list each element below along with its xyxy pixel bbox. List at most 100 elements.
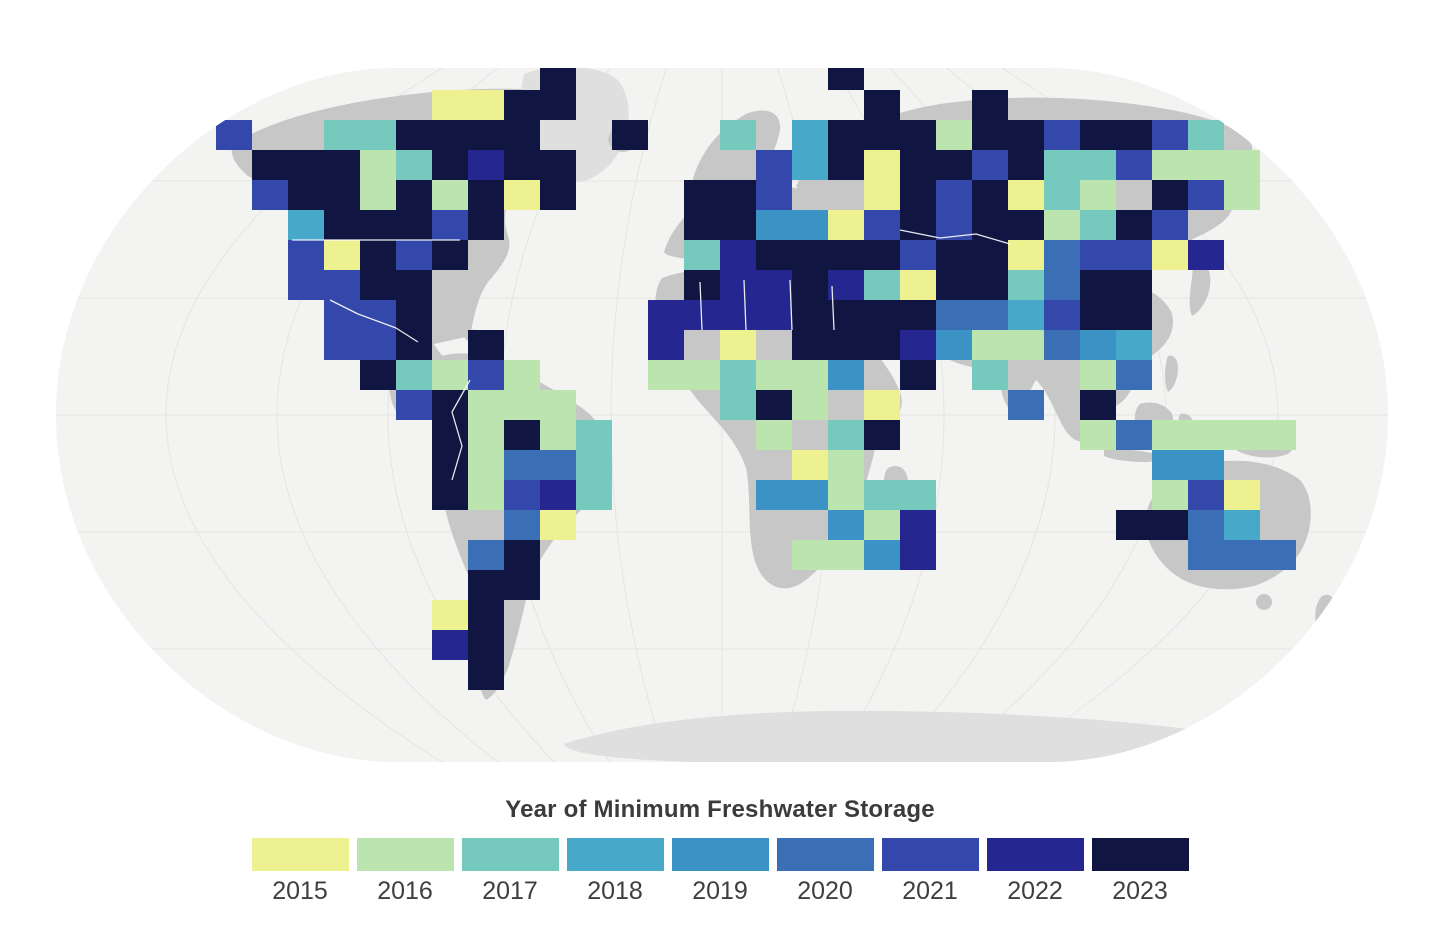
grid-cell — [288, 150, 324, 180]
grid-cell — [288, 240, 324, 270]
grid-cell — [972, 330, 1008, 360]
grid-cell — [432, 360, 468, 390]
grid-cell — [540, 450, 576, 480]
grid-cell — [504, 510, 540, 540]
grid-cell — [972, 150, 1008, 180]
grid-cell — [792, 360, 828, 390]
grid-cell — [1152, 450, 1188, 480]
grid-cell — [936, 300, 972, 330]
grid-cell — [396, 300, 432, 330]
grid-cell — [864, 420, 900, 450]
grid-cell — [1188, 150, 1224, 180]
grid-cell — [864, 90, 900, 120]
grid-cell — [504, 480, 540, 510]
grid-cell — [720, 120, 756, 150]
grid-cell — [1044, 210, 1080, 240]
grid-cell — [432, 210, 468, 240]
grid-cell — [468, 450, 504, 480]
grid-cell — [900, 210, 936, 240]
grid-cell — [1224, 480, 1260, 510]
grid-cell — [468, 570, 504, 600]
grid-cell — [468, 330, 504, 360]
grid-cell — [540, 90, 576, 120]
grid-cell — [684, 270, 720, 300]
grid-cell — [792, 210, 828, 240]
grid-cell — [1116, 360, 1152, 390]
grid-cell — [1188, 510, 1224, 540]
grid-cell — [1152, 120, 1188, 150]
grid-cell — [396, 270, 432, 300]
grid-cell — [1116, 210, 1152, 240]
grid-cell — [756, 150, 792, 180]
grid-cell — [972, 180, 1008, 210]
grid-cell — [756, 180, 792, 210]
grid-cell — [540, 390, 576, 420]
grid-cell — [1224, 540, 1260, 570]
grid-cell — [324, 120, 360, 150]
grid-cell — [864, 480, 900, 510]
grid-cell — [864, 240, 900, 270]
grid-cell — [828, 480, 864, 510]
grid-cell — [828, 420, 864, 450]
grid-cell — [396, 360, 432, 390]
legend-year-label: 2016 — [377, 877, 433, 905]
grid-cell — [504, 180, 540, 210]
grid-cell — [612, 120, 648, 150]
grid-cell — [360, 270, 396, 300]
grid-cell — [756, 210, 792, 240]
legend-swatch — [356, 838, 454, 871]
grid-cell — [792, 150, 828, 180]
grid-cell — [936, 120, 972, 150]
grid-cell — [1116, 270, 1152, 300]
grid-cell — [252, 180, 288, 210]
grid-cell — [720, 180, 756, 210]
grid-cell — [504, 90, 540, 120]
grid-cell — [360, 330, 396, 360]
grid-cell — [900, 300, 936, 330]
grid-cell — [648, 300, 684, 330]
grid-cell — [1188, 240, 1224, 270]
grid-cell — [756, 240, 792, 270]
legend-item: 2021 — [881, 838, 979, 906]
grid-cell — [1188, 120, 1224, 150]
grid-cell — [828, 540, 864, 570]
grid-cell — [468, 390, 504, 420]
grid-cell — [288, 180, 324, 210]
grid-cell — [432, 90, 468, 120]
grid-cell — [1188, 480, 1224, 510]
legend-year-label: 2020 — [797, 877, 853, 905]
legend-year-label: 2017 — [482, 877, 538, 905]
grid-cell — [1152, 510, 1188, 540]
grid-cell — [540, 180, 576, 210]
grid-cell — [1188, 420, 1224, 450]
landmass-japan — [1189, 256, 1211, 316]
legend-item: 2017 — [461, 838, 559, 906]
grid-cell — [828, 330, 864, 360]
grid-cell — [1080, 180, 1116, 210]
grid-cell — [972, 300, 1008, 330]
grid-cell — [1116, 300, 1152, 330]
grid-cell — [720, 360, 756, 390]
grid-cell — [468, 630, 504, 660]
grid-cell — [828, 120, 864, 150]
grid-cell — [288, 210, 324, 240]
grid-cell — [1008, 210, 1044, 240]
legend-swatch — [881, 838, 979, 871]
grid-cell — [1080, 390, 1116, 420]
grid-cell — [648, 330, 684, 360]
grid-cell — [972, 240, 1008, 270]
grid-cell — [504, 540, 540, 570]
grid-cell — [360, 120, 396, 150]
grid-cell — [900, 540, 936, 570]
grid-cell — [396, 180, 432, 210]
grid-cell — [1044, 240, 1080, 270]
grid-cell — [396, 330, 432, 360]
grid-cell — [324, 300, 360, 330]
grid-cell — [540, 68, 576, 90]
grid-cell — [504, 390, 540, 420]
grid-cell — [1008, 180, 1044, 210]
grid-cell — [396, 150, 432, 180]
grid-cell — [468, 420, 504, 450]
grid-cell — [360, 360, 396, 390]
grid-cell — [1152, 480, 1188, 510]
